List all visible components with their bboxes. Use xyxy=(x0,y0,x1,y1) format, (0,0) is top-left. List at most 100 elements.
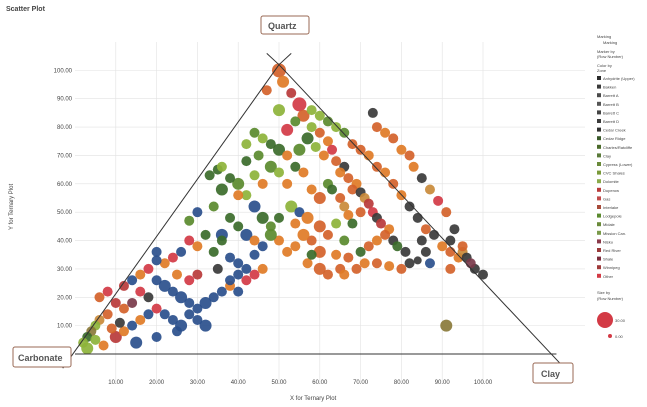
x-tick-label: 20.00 xyxy=(149,380,165,386)
tick-labels: 10.00 20.00 30.00 40.00 50.00 60.00 70.00 80.00… xyxy=(54,68,493,386)
data-point xyxy=(440,319,453,332)
data-point xyxy=(292,97,307,112)
data-point xyxy=(327,144,338,155)
data-point xyxy=(314,110,325,121)
data-point xyxy=(118,280,129,291)
data-point xyxy=(322,136,333,147)
data-point xyxy=(313,245,326,258)
legend-swatch xyxy=(597,162,601,166)
data-point xyxy=(302,258,313,269)
data-point xyxy=(294,207,305,218)
data-point xyxy=(396,263,407,274)
data-point xyxy=(274,167,284,178)
data-point xyxy=(253,150,264,161)
data-point xyxy=(167,252,178,263)
data-point xyxy=(331,218,342,229)
data-point xyxy=(380,167,391,178)
data-point xyxy=(232,177,245,190)
corner-left-text: Carbonate xyxy=(18,353,63,363)
y-axis-label: Y for Ternary Plot xyxy=(9,184,15,230)
data-point xyxy=(172,269,182,280)
data-point xyxy=(265,221,276,232)
data-point xyxy=(233,286,244,297)
legend-zone-label: CVC Shales xyxy=(603,171,625,176)
legend-swatch xyxy=(597,230,601,235)
x-tick-label: 40.00 xyxy=(231,380,247,386)
data-point xyxy=(151,275,162,286)
x-tick-label: 100.00 xyxy=(474,380,493,386)
data-point xyxy=(404,258,415,269)
data-point xyxy=(313,262,326,275)
data-point xyxy=(286,88,297,99)
data-point xyxy=(184,215,195,226)
x-tick-label: 70.00 xyxy=(353,380,369,386)
data-point xyxy=(127,275,138,286)
legend-item-color: Zone xyxy=(597,68,607,73)
legend-swatch xyxy=(597,248,601,252)
data-point xyxy=(274,235,284,246)
legend-swatch xyxy=(597,239,601,244)
data-point xyxy=(331,249,342,260)
data-point xyxy=(143,309,154,320)
legend-zone-label: Bakken xyxy=(603,85,616,90)
data-point xyxy=(192,241,203,252)
legend-item-marking: Marking xyxy=(603,40,617,45)
legend-swatch xyxy=(597,136,601,141)
data-point xyxy=(167,314,178,325)
data-point xyxy=(192,303,203,314)
triangle-apex-tick xyxy=(278,52,292,66)
data-point xyxy=(445,263,456,274)
data-point xyxy=(437,241,448,252)
data-point xyxy=(90,334,101,345)
data-point xyxy=(261,85,272,96)
data-point xyxy=(376,218,386,229)
legend-item-marker: (Row Number) xyxy=(597,54,624,59)
data-point xyxy=(241,263,252,274)
data-point xyxy=(339,201,350,212)
data-point xyxy=(257,178,268,189)
data-point xyxy=(241,139,252,150)
data-point xyxy=(290,241,301,252)
data-point xyxy=(264,228,277,241)
data-point xyxy=(306,105,317,116)
legend-size-title: Size by xyxy=(597,290,610,295)
legend-swatch xyxy=(597,265,601,270)
data-point xyxy=(233,269,244,280)
legend-swatch xyxy=(597,119,601,123)
data-point xyxy=(384,261,395,272)
legend-size-max: 30.00 xyxy=(615,318,626,323)
data-point xyxy=(322,116,333,127)
legend-swatch xyxy=(597,127,601,132)
legend-zone-label: Barrett C xyxy=(603,110,619,115)
legend-zone-label: Dolomite xyxy=(603,179,620,184)
corner-top-text: Quartz xyxy=(268,21,297,31)
triangle-right-edge xyxy=(278,64,565,369)
data-point xyxy=(98,340,109,351)
triangle-left-edge xyxy=(62,64,280,369)
data-point xyxy=(363,198,374,209)
data-point xyxy=(102,309,113,320)
data-point xyxy=(347,218,358,229)
data-point xyxy=(216,161,227,172)
data-point xyxy=(106,323,117,334)
data-point xyxy=(282,150,293,161)
data-point xyxy=(424,258,435,269)
data-point xyxy=(314,127,325,138)
data-point xyxy=(184,309,195,320)
x-tick-label: 50.00 xyxy=(271,380,287,386)
legend-zone-label: Cypress (Lower) xyxy=(603,162,633,167)
data-point xyxy=(151,331,162,342)
data-point xyxy=(175,291,188,304)
corner-right-text: Clay xyxy=(541,369,560,379)
data-point xyxy=(355,207,366,218)
legend-swatch xyxy=(597,187,601,192)
data-point xyxy=(355,246,366,257)
data-point xyxy=(380,229,391,240)
legend-swatch xyxy=(597,153,601,158)
x-tick-label: 60.00 xyxy=(312,380,328,386)
data-point xyxy=(301,132,314,145)
legend-zone-label: Other xyxy=(603,274,614,279)
data-point xyxy=(184,275,195,286)
data-point xyxy=(151,246,162,257)
data-point xyxy=(135,286,146,297)
